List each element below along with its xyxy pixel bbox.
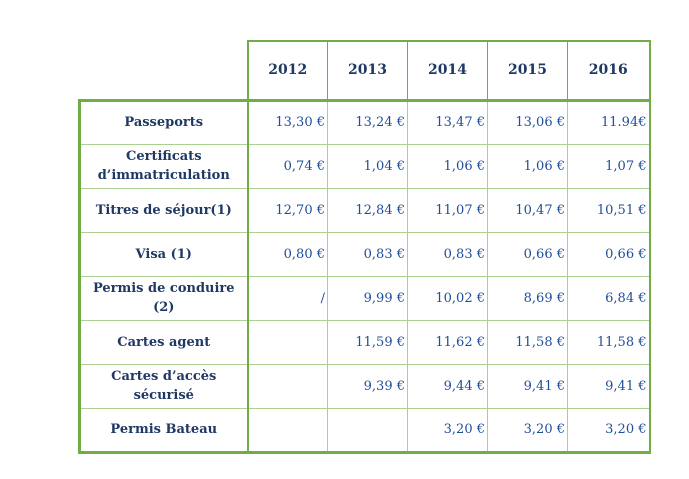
- row-label: Visa (1): [78, 231, 249, 277]
- table-cell: 1,06 €: [487, 143, 568, 189]
- table-cell: 1,07 €: [567, 143, 651, 189]
- year-header-2012: 2012: [246, 40, 328, 102]
- row-label: Cartes agent: [78, 319, 249, 365]
- table-cell: 12,84 €: [327, 187, 408, 233]
- table-cell: 11,58 €: [487, 319, 568, 365]
- row-label: Permis de conduire (2): [78, 275, 249, 321]
- table-cell: 0,66 €: [567, 231, 651, 277]
- year-header-2015: 2015: [487, 40, 568, 102]
- table-row: Cartes agent 11,59 € 11,62 € 11,58 € 11,…: [78, 319, 651, 365]
- table-cell: 0,83 €: [407, 231, 488, 277]
- table-row: Permis de conduire (2) / 9,99 € 10,02 € …: [78, 275, 651, 321]
- table-cell: [247, 319, 328, 365]
- cost-table: 2012 2013 2014 2015 2016 Passeports 13,3…: [78, 40, 651, 454]
- row-label: Permis Bateau: [78, 407, 249, 454]
- row-label: Passeports: [78, 99, 249, 145]
- row-label: Certificats d’immatriculation: [78, 143, 249, 189]
- table-cell: [327, 407, 408, 454]
- row-label: Cartes d’accès sécurisé: [78, 363, 249, 409]
- year-header-2016: 2016: [567, 40, 651, 102]
- table-cell: 0,74 €: [247, 143, 328, 189]
- table-cell: 1,04 €: [327, 143, 408, 189]
- table-cell: 9,44 €: [407, 363, 488, 409]
- table-cell: 1,06 €: [407, 143, 488, 189]
- table-cell: 3,20 €: [487, 407, 568, 454]
- table-row: Titres de séjour(1) 12,70 € 12,84 € 11,0…: [78, 187, 651, 233]
- table-cell: 0,83 €: [327, 231, 408, 277]
- table-cell: 6,84 €: [567, 275, 651, 321]
- table-cell: 11,07 €: [407, 187, 488, 233]
- table-row: Cartes d’accès sécurisé 9,39 € 9,44 € 9,…: [78, 363, 651, 409]
- table-cell: 13,30 €: [247, 99, 328, 145]
- table-cell: [247, 363, 328, 409]
- table-cell: [247, 407, 328, 454]
- table-cell: 10,02 €: [407, 275, 488, 321]
- table-row: Permis Bateau 3,20 € 3,20 € 3,20 €: [78, 407, 651, 454]
- year-header-2014: 2014: [407, 40, 488, 102]
- table-cell: /: [247, 275, 328, 321]
- table-cell: 9,99 €: [327, 275, 408, 321]
- table-cell: 12,70 €: [247, 187, 328, 233]
- table-cell: 11,62 €: [407, 319, 488, 365]
- table-cell: 11,58 €: [567, 319, 651, 365]
- cost-table-container: 2012 2013 2014 2015 2016 Passeports 13,3…: [78, 40, 651, 454]
- table-cell: 13,24 €: [327, 99, 408, 145]
- table-cell: 9,39 €: [327, 363, 408, 409]
- table-cell: 0,66 €: [487, 231, 568, 277]
- table-cell: 9,41 €: [487, 363, 568, 409]
- table-row: Certificats d’immatriculation 0,74 € 1,0…: [78, 143, 651, 189]
- header-row: 2012 2013 2014 2015 2016: [79, 40, 651, 102]
- year-header-2013: 2013: [327, 40, 408, 102]
- table-cell: 11,59 €: [327, 319, 408, 365]
- corner-cell: [79, 41, 248, 102]
- table-row: Passeports 13,30 € 13,24 € 13,47 € 13,06…: [78, 99, 651, 145]
- table-row: Visa (1) 0,80 € 0,83 € 0,83 € 0,66 € 0,6…: [78, 231, 651, 277]
- table-cell: 13,06 €: [487, 99, 568, 145]
- table-cell: 10,47 €: [487, 187, 568, 233]
- table-cell: 13,47 €: [407, 99, 488, 145]
- table-cell: 10,51 €: [567, 187, 651, 233]
- table-cell: 11.94€: [567, 99, 651, 145]
- table-cell: 3,20 €: [567, 407, 651, 454]
- table-cell: 0,80 €: [247, 231, 328, 277]
- row-label: Titres de séjour(1): [78, 187, 249, 233]
- table-cell: 8,69 €: [487, 275, 568, 321]
- table-cell: 9,41 €: [567, 363, 651, 409]
- table-cell: 3,20 €: [407, 407, 488, 454]
